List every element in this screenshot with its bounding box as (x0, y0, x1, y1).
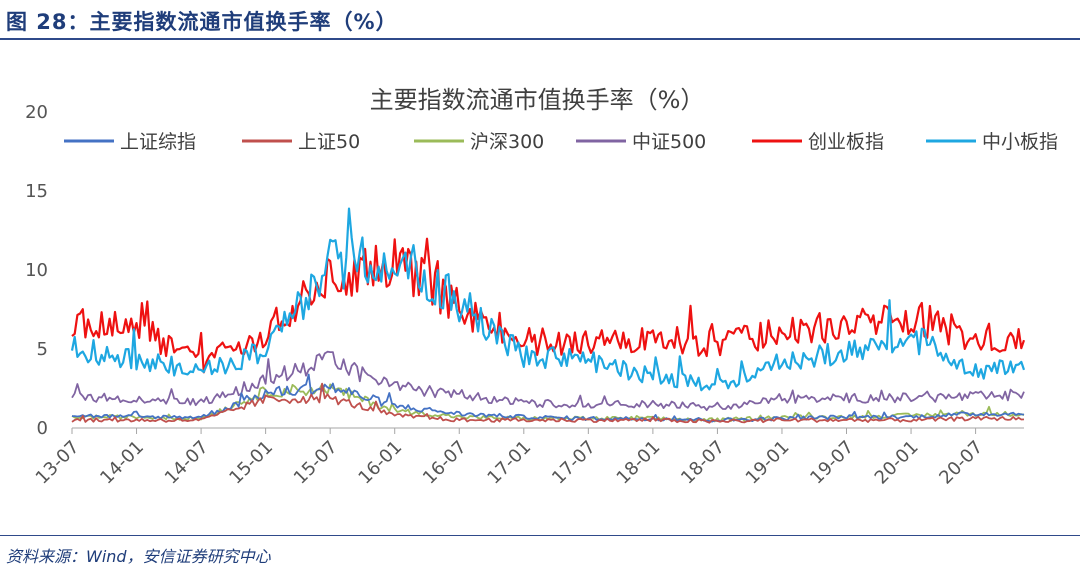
figure-title: 图 28：主要指数流通市值换手率（%） (6, 10, 398, 34)
x-tick-label: 16-01 (354, 437, 406, 489)
legend-label: 创业板指 (808, 131, 884, 153)
y-tick-label: 15 (25, 181, 48, 202)
x-tick-label: 20-07 (935, 437, 987, 489)
x-tick-label: 15-01 (225, 437, 277, 489)
x-tick-label: 14-01 (96, 437, 148, 489)
x-tick-label: 18-01 (613, 437, 665, 489)
x-tick-label: 20-01 (871, 437, 923, 489)
legend-label: 沪深300 (470, 131, 544, 153)
x-tick-label: 13-07 (32, 437, 84, 489)
x-tick-label: 14-07 (161, 437, 213, 489)
y-tick-label: 5 (37, 339, 48, 360)
chart-title: 主要指数流通市值换手率（%） (370, 86, 705, 114)
x-tick-label: 19-01 (742, 437, 794, 489)
y-axis: 0 5 10 15 20 (25, 102, 48, 439)
x-axis: 13-07 14-01 14-07 15-01 15-07 16-01 16-07 17-01… (32, 427, 1024, 489)
legend-label: 中证500 (632, 131, 706, 153)
y-tick-label: 10 (25, 260, 48, 281)
legend-label: 上证综指 (120, 131, 196, 153)
series-line (71, 350, 1025, 412)
x-tick-label: 15-07 (290, 437, 342, 489)
x-tick-label: 19-07 (806, 437, 858, 489)
footer-divider (0, 535, 1080, 536)
y-tick-label: 0 (37, 418, 48, 439)
x-tick-label: 16-07 (419, 437, 471, 489)
figure-header: 图 28：主要指数流通市值换手率（%） (0, 0, 1080, 40)
series-line (70, 207, 1026, 392)
legend-label: 中小板指 (982, 131, 1058, 153)
legend: 上证综指 上证50 沪深300 中证500 创业板指 中小板指 (64, 131, 1058, 153)
x-tick-label: 17-01 (483, 437, 535, 489)
source-note: 资料来源：Wind，安信证券研究中心 (6, 547, 271, 566)
series-line (71, 382, 1025, 424)
legend-label: 上证50 (298, 131, 360, 153)
series-layer (70, 207, 1026, 424)
y-tick-label: 20 (25, 102, 48, 123)
x-tick-label: 17-07 (548, 437, 600, 489)
series-line (72, 373, 1025, 423)
x-tick-label: 18-07 (677, 437, 729, 489)
